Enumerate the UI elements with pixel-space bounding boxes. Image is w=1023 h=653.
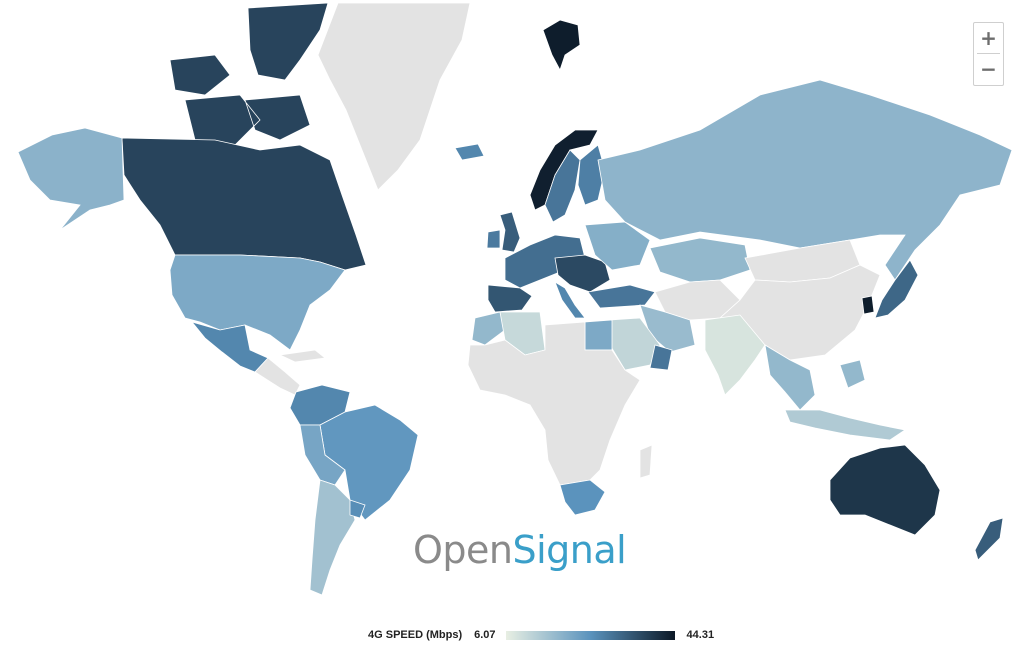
region[interactable] bbox=[874, 259, 919, 319]
region[interactable] bbox=[861, 295, 875, 315]
region[interactable] bbox=[597, 79, 1013, 281]
region[interactable] bbox=[554, 281, 586, 319]
logo-text-open: Open bbox=[413, 528, 513, 572]
region[interactable] bbox=[559, 479, 606, 516]
region[interactable] bbox=[169, 254, 346, 351]
legend-gradient-bar bbox=[505, 630, 675, 640]
region[interactable] bbox=[454, 143, 485, 161]
region[interactable] bbox=[529, 129, 599, 211]
region[interactable] bbox=[649, 237, 751, 283]
region[interactable] bbox=[544, 149, 581, 223]
region[interactable] bbox=[309, 479, 356, 596]
region[interactable] bbox=[169, 2, 329, 151]
region[interactable] bbox=[499, 211, 521, 253]
region[interactable] bbox=[704, 314, 766, 396]
zoom-in-button[interactable]: + bbox=[980, 26, 997, 50]
region[interactable] bbox=[764, 344, 866, 411]
legend-min-value: 6.07 bbox=[474, 629, 496, 641]
region[interactable] bbox=[542, 19, 581, 72]
region[interactable] bbox=[471, 311, 506, 346]
zoom-out-button[interactable]: − bbox=[980, 57, 997, 81]
region[interactable] bbox=[349, 499, 366, 519]
region[interactable] bbox=[974, 517, 1004, 561]
color-legend: 4G SPEED (Mbps) 6.07 44.31 bbox=[368, 628, 714, 642]
region[interactable] bbox=[317, 2, 471, 191]
region[interactable] bbox=[649, 344, 673, 371]
region[interactable] bbox=[121, 137, 367, 271]
region[interactable] bbox=[299, 424, 346, 486]
zoom-control: + − bbox=[973, 22, 1004, 86]
region[interactable] bbox=[584, 319, 613, 351]
region[interactable] bbox=[487, 284, 533, 313]
region[interactable] bbox=[467, 321, 641, 486]
opensignal-logo: OpenSignal bbox=[413, 528, 627, 572]
logo-text-signal: Signal bbox=[512, 528, 627, 572]
region[interactable] bbox=[639, 444, 653, 479]
region[interactable] bbox=[829, 444, 941, 536]
region[interactable] bbox=[554, 254, 611, 293]
region[interactable] bbox=[254, 349, 326, 396]
region[interactable] bbox=[17, 127, 125, 231]
zoom-divider bbox=[977, 53, 1000, 54]
legend-title: 4G SPEED (Mbps) bbox=[368, 629, 463, 641]
region[interactable] bbox=[784, 409, 907, 441]
legend-max-value: 44.31 bbox=[686, 629, 715, 641]
region[interactable] bbox=[587, 284, 656, 309]
region[interactable] bbox=[486, 229, 501, 249]
